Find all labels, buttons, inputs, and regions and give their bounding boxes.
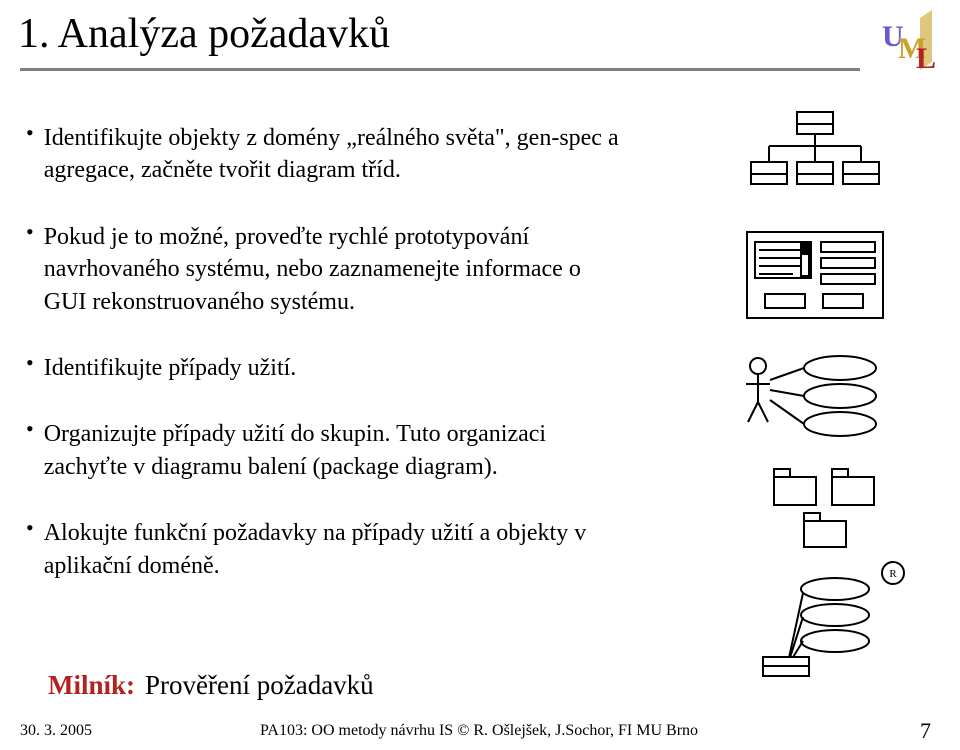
bullet-text: Alokujte funkční požadavky na případy už… <box>44 517 626 582</box>
bullet-dot-icon: • <box>26 418 34 440</box>
uml-logo-icon: U M L <box>870 6 942 83</box>
milestone-line: Milník: Prověření požadavků <box>48 670 374 701</box>
usecase-diagram-icon <box>740 350 890 445</box>
gui-wireframe-icon <box>745 230 885 325</box>
r-badge-icon: R <box>880 560 906 591</box>
bullet-text: Pokud je to možné, proveďte rychlé proto… <box>44 221 626 318</box>
bullet-item: • Pokud je to možné, proveďte rychlé prot… <box>26 221 626 318</box>
bullet-dot-icon: • <box>26 221 34 243</box>
footer-page-number: 7 <box>920 718 931 744</box>
class-diagram-icon <box>745 110 885 205</box>
bullet-dot-icon: • <box>26 122 34 144</box>
bullet-text: Identifikujte případy užití. <box>44 352 626 384</box>
milestone-text: Prověření požadavků <box>145 670 374 701</box>
footer-center: PA103: OO metody návrhu IS © R. Ošlejšek… <box>260 722 698 740</box>
bullet-item: • Identifikujte případy užití. <box>26 352 626 384</box>
milestone-label: Milník: <box>48 670 135 701</box>
allocation-diagram-icon <box>755 575 885 685</box>
r-badge-label: R <box>889 568 897 580</box>
bullet-item: • Organizujte případy užití do skupin. Tu… <box>26 418 626 483</box>
svg-text:L: L <box>916 42 936 75</box>
bullet-dot-icon: • <box>26 352 34 374</box>
bullet-dot-icon: • <box>26 517 34 539</box>
bullet-text: Identifikujte objekty z domény „reálného… <box>44 122 626 187</box>
bullet-item: • Identifikujte objekty z domény „reálnéh… <box>26 122 626 187</box>
title-underline <box>20 68 860 71</box>
bullet-text: Organizujte případy užití do skupin. Tut… <box>44 418 626 483</box>
bullet-list: • Identifikujte objekty z domény „reálnéh… <box>26 122 626 582</box>
bullet-item: • Alokujte funkční požadavky na případy u… <box>26 517 626 582</box>
slide-title: 1. Analýza požadavků <box>18 10 390 58</box>
package-diagram-icon <box>770 465 885 555</box>
slide: 1. Analýza požadavků U M L • Identifikujt… <box>0 0 960 750</box>
footer-date: 30. 3. 2005 <box>20 722 92 740</box>
